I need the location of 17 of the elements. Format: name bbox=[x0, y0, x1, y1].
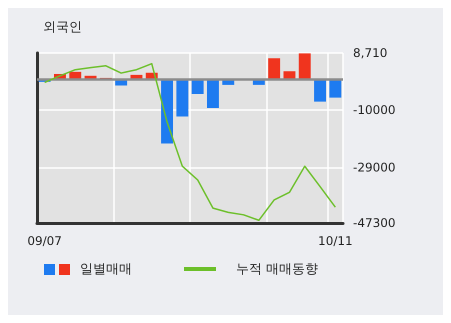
bar bbox=[268, 58, 280, 80]
bar bbox=[314, 79, 326, 102]
line-series bbox=[44, 62, 336, 222]
y-tick-label: 8,710 bbox=[353, 46, 388, 60]
bar bbox=[176, 79, 188, 116]
legend-label: 누적 매매동향 bbox=[236, 261, 318, 278]
y-tick-label: -29000 bbox=[353, 160, 396, 174]
bar bbox=[192, 79, 204, 94]
y-tick-label: -47300 bbox=[353, 216, 396, 230]
bar bbox=[298, 53, 311, 80]
chart-title: 외국인 bbox=[43, 20, 82, 35]
x-tick-label: 10/11 bbox=[318, 234, 353, 248]
bar bbox=[206, 79, 219, 108]
legend-label: 일별매매 bbox=[80, 261, 132, 278]
x-tick-label: 09/07 bbox=[27, 234, 62, 248]
bar bbox=[329, 79, 342, 98]
y-tick-label: -10000 bbox=[353, 102, 396, 117]
